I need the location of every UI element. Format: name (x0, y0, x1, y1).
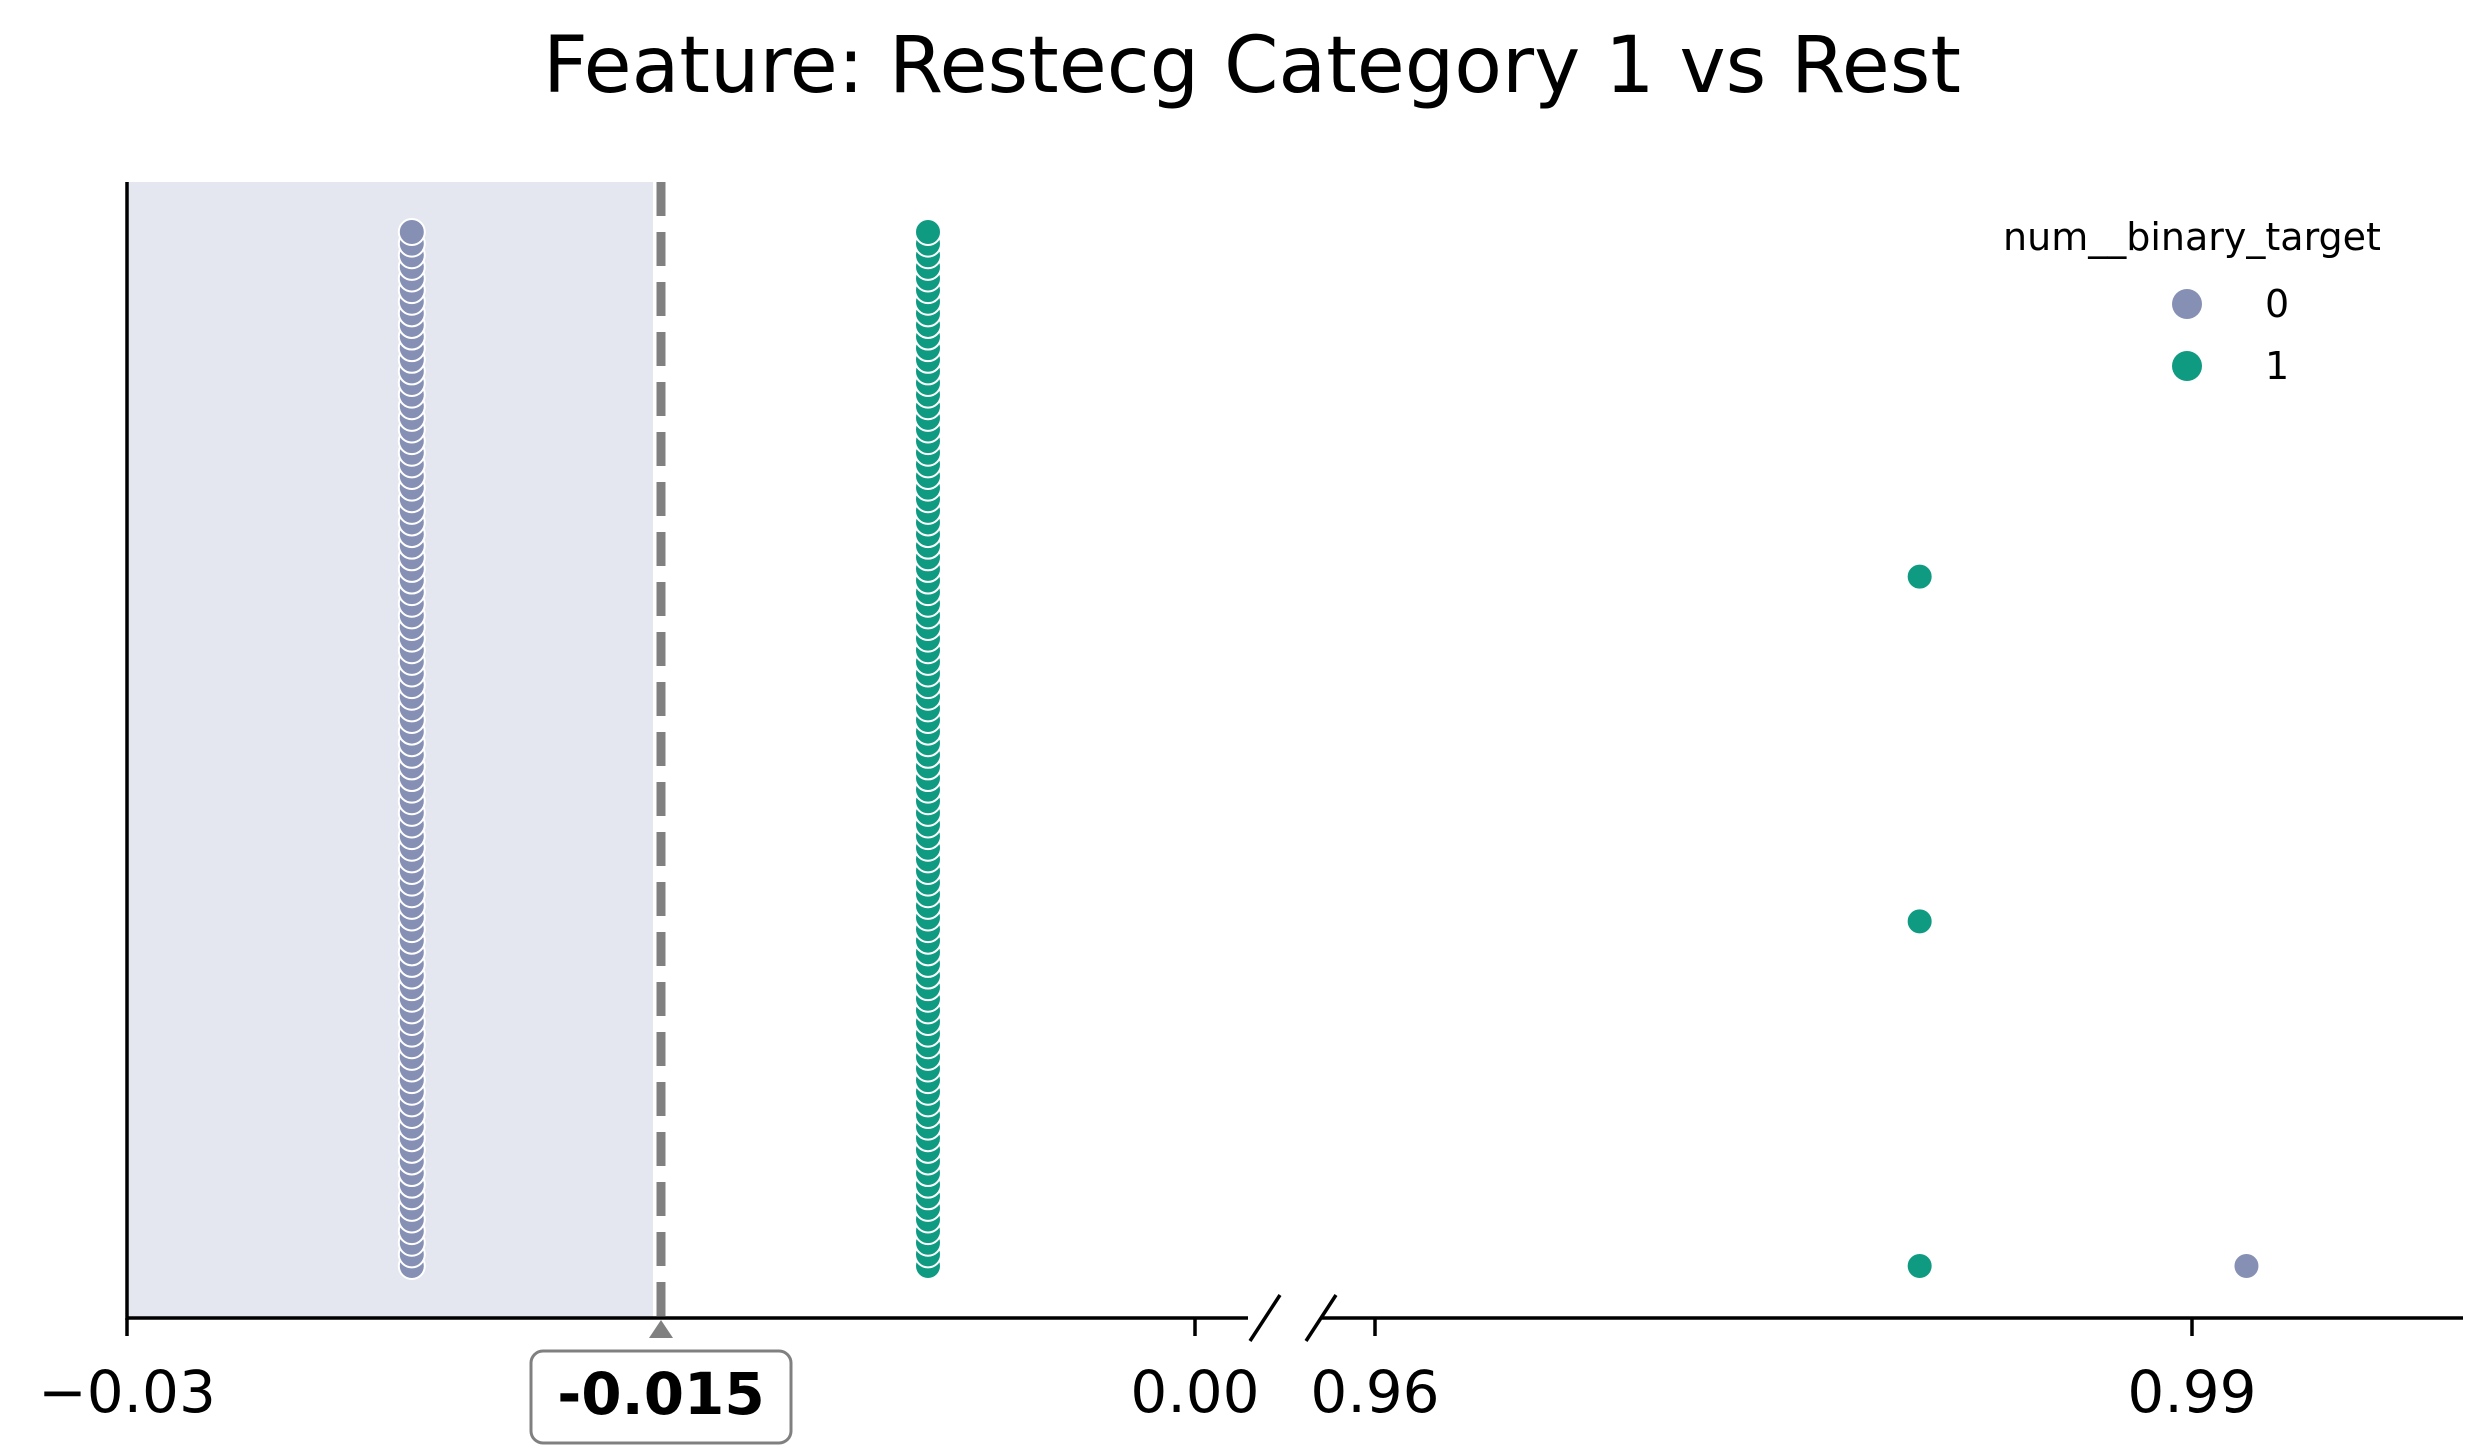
x-axis: −0.03 0.00 0.96 0.99 -0.015 (38, 182, 2463, 1445)
threshold-marker (649, 1320, 673, 1338)
shaded-region (127, 182, 661, 1318)
legend-marker-1 (2172, 351, 2202, 381)
x-tick-label-3: 0.99 (2127, 1358, 2256, 1426)
legend-label-1: 1 (2265, 344, 2289, 388)
data-point-series-1-1-2 (1905, 562, 1934, 591)
threshold-label: -0.015 (557, 1360, 765, 1428)
chart-title: Feature: Restecg Category 1 vs Rest (543, 21, 1961, 111)
legend-marker-0 (2172, 289, 2202, 319)
x-tick-label-2: 0.96 (1310, 1358, 1439, 1426)
x-tick-label-1: 0.00 (1130, 1358, 1259, 1426)
legend-label-0: 0 (2265, 282, 2289, 326)
legend: num__binary_target 0 1 (2003, 215, 2381, 388)
axis-break-mark-left (1248, 1294, 1282, 1342)
data-point-series-1-1-0 (1905, 1252, 1934, 1280)
data-point-series-0-0-89 (397, 218, 426, 246)
data-point-series-1-1-1 (1905, 907, 1934, 936)
plot-area (127, 182, 2261, 1318)
axis-break-mark-right (1304, 1294, 1338, 1342)
threshold-label-box (529, 1349, 793, 1445)
legend-title: num__binary_target (2003, 215, 2381, 259)
x-tick-label-0: −0.03 (38, 1358, 216, 1426)
data-point-series-0-1-0 (2232, 1252, 2261, 1280)
data-point-series-1-0-89 (914, 218, 942, 246)
